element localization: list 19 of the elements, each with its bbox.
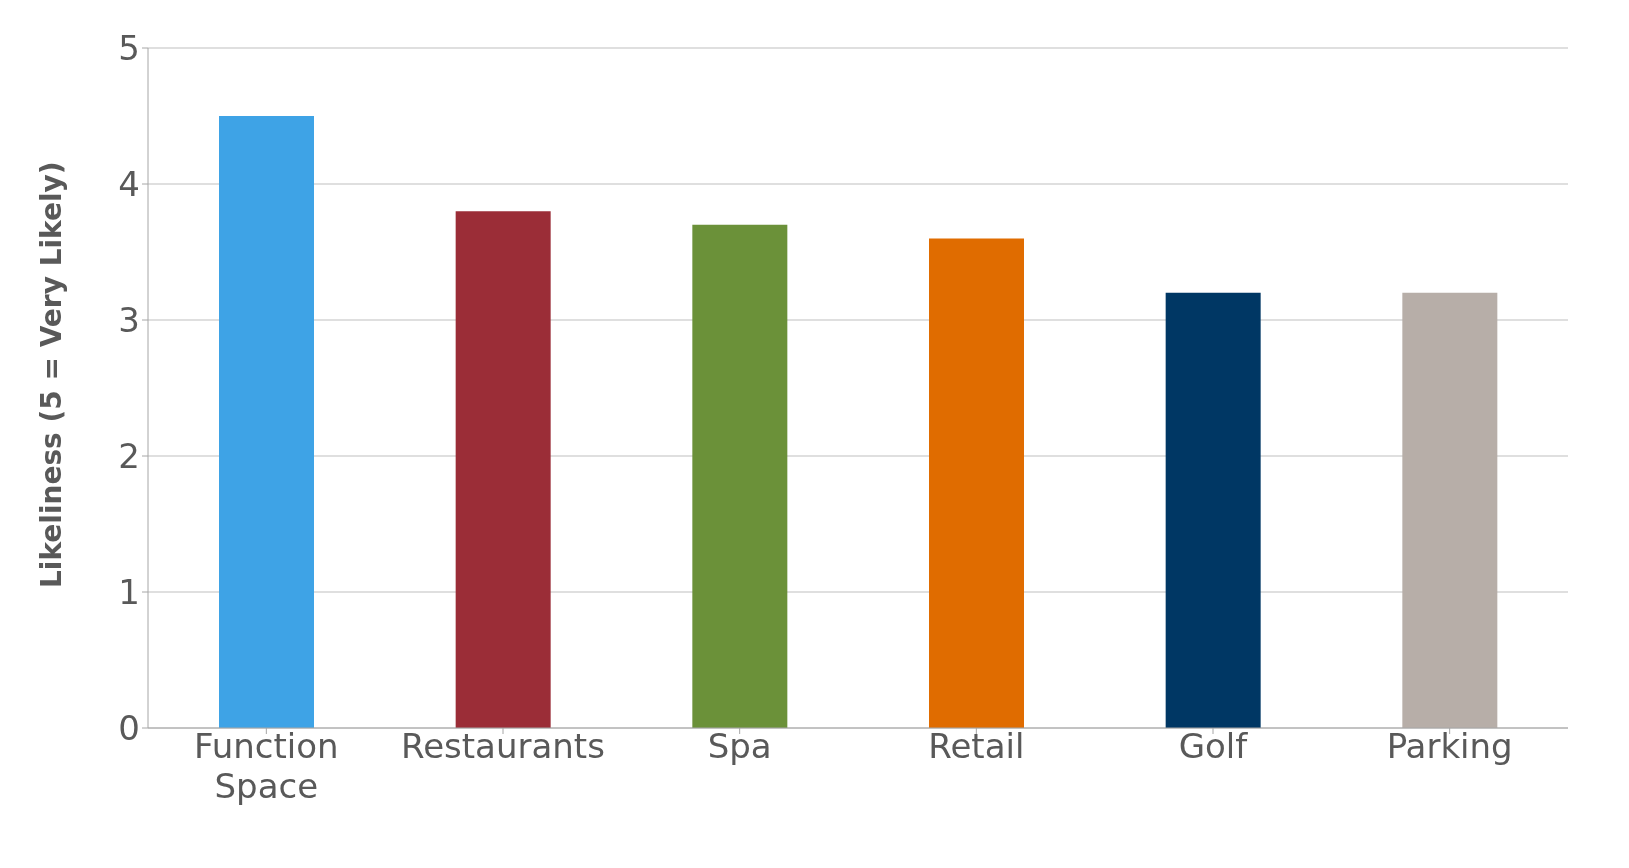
x-tick-label: Restaurants (401, 726, 605, 766)
x-tick-label: Spa (707, 726, 772, 766)
bar (1165, 292, 1261, 728)
y-tick-label: 0 (118, 708, 140, 749)
bar (692, 224, 788, 728)
x-tick-label: Golf (1178, 726, 1249, 766)
y-tick-label: 4 (118, 164, 140, 205)
bar (455, 211, 551, 728)
y-tick-label: 3 (118, 300, 140, 341)
y-axis-title: Likeliness (5 = Very Likely) (34, 161, 68, 588)
y-tick-label: 5 (118, 28, 140, 69)
bar (929, 238, 1024, 728)
x-tick-label: Function Space (194, 726, 339, 806)
y-tick-label: 2 (118, 436, 140, 477)
y-tick-label: 1 (118, 572, 140, 613)
x-tick-label: Retail (928, 726, 1025, 766)
x-tick-label: Parking (1386, 726, 1513, 766)
bar (219, 116, 314, 728)
bar (1402, 292, 1498, 728)
